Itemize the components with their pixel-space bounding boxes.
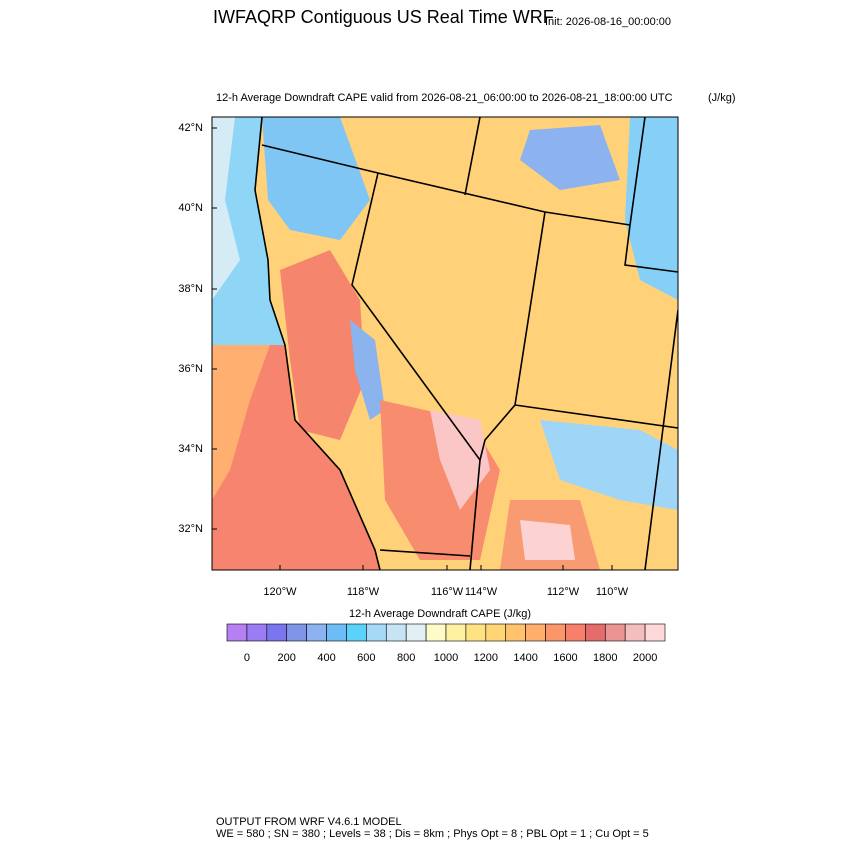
colorbar-label: 1200 (474, 652, 498, 664)
id-mt-border (629, 117, 646, 226)
lon-label: 110°W (596, 586, 629, 598)
lat-label: 36°N (178, 363, 203, 375)
colorbar-label: 600 (357, 652, 375, 664)
footer-line: OUTPUT FROM WRF V4.6.1 MODEL (216, 816, 402, 828)
colorbar-label: 200 (278, 652, 296, 664)
colorbar-label: 1400 (513, 652, 537, 664)
map-field (212, 117, 678, 570)
colorbar-label: 2000 (633, 652, 657, 664)
ca-nv-border (351, 172, 481, 570)
colorbar-title: 12-h Average Downdraft CAPE (J/kg) (349, 608, 531, 620)
lat-label: 38°N (178, 283, 203, 295)
lon-label: 116°W (431, 586, 464, 598)
nv-ut-border (479, 211, 546, 461)
colorbar-label: 800 (397, 652, 415, 664)
units: (J/kg) (708, 92, 736, 104)
colorbar-box (425, 623, 447, 642)
colorbar-box (624, 623, 646, 642)
colorbar-box (306, 623, 327, 642)
sierra-cool (350, 320, 385, 420)
az-nm-border (644, 309, 678, 570)
init-time: Init: 2026-08-16_00:00:00 (545, 16, 671, 28)
lat-label: 42°N (178, 122, 203, 134)
az-ut-border (514, 404, 678, 429)
ocean-north (212, 117, 285, 345)
desert-peak (430, 410, 490, 510)
lon-label: 120°W (263, 586, 297, 598)
colorbar-box (545, 623, 566, 642)
colorbar-box (525, 623, 546, 642)
colorbar-label: 1600 (553, 652, 577, 664)
footer-line: WE = 580 ; SN = 380 ; Levels = 38 ; Dis … (216, 828, 649, 840)
state-line-north (261, 144, 631, 226)
ocean-mid (212, 345, 270, 500)
colorbar-box (266, 623, 288, 642)
idaho-cool (520, 125, 620, 190)
colorbar-box (246, 623, 268, 642)
arizona-cool (540, 420, 678, 510)
colorbar-box (445, 623, 467, 642)
colorbar: 0 200 400 600 800 1000 1200 1400 1600 1800 2000 (226, 623, 666, 664)
colorbar-box (366, 623, 387, 642)
colorbar-box (405, 623, 427, 642)
ocean-south (212, 345, 380, 570)
valley-hot (280, 250, 365, 440)
colorbar-box (565, 623, 586, 642)
colorbar-box (604, 623, 626, 642)
mexico-border (379, 549, 471, 557)
north-coast-cool (262, 117, 370, 240)
colorbar-box (346, 623, 367, 642)
or-id-border (464, 117, 481, 196)
lat-label: 40°N (178, 202, 203, 214)
colorbar-label: 1000 (434, 652, 458, 664)
sonora-peak (520, 520, 575, 560)
colorbar-box (505, 623, 526, 642)
colorbar-box (644, 623, 666, 642)
map-frame (211, 116, 679, 571)
ocean-far (212, 117, 240, 300)
lon-label: 118°W (347, 586, 380, 598)
colorbar-box (385, 623, 407, 642)
coastline (254, 117, 381, 570)
colorbar-box (465, 623, 487, 642)
colorbar-label: 0 (244, 652, 250, 664)
ut-wy-border (624, 224, 678, 273)
lon-label: 112°W (547, 586, 580, 598)
colorbar-box (485, 623, 507, 642)
colorbar-box (326, 623, 347, 642)
title: IWFAQRP Contiguous US Real Time WRF (213, 7, 554, 27)
lat-label: 34°N (178, 443, 203, 455)
colorbar-box (585, 623, 606, 642)
colorbar-box (226, 623, 248, 642)
lon-label: 114°W (465, 586, 498, 598)
boundaries (254, 117, 678, 570)
colorbar-label: 1800 (593, 652, 617, 664)
subtitle: 12-h Average Downdraft CAPE valid from 2… (216, 92, 673, 104)
lat-label: 32°N (178, 523, 203, 535)
colorbar-label: 400 (317, 652, 335, 664)
colorbar-box (286, 623, 307, 642)
